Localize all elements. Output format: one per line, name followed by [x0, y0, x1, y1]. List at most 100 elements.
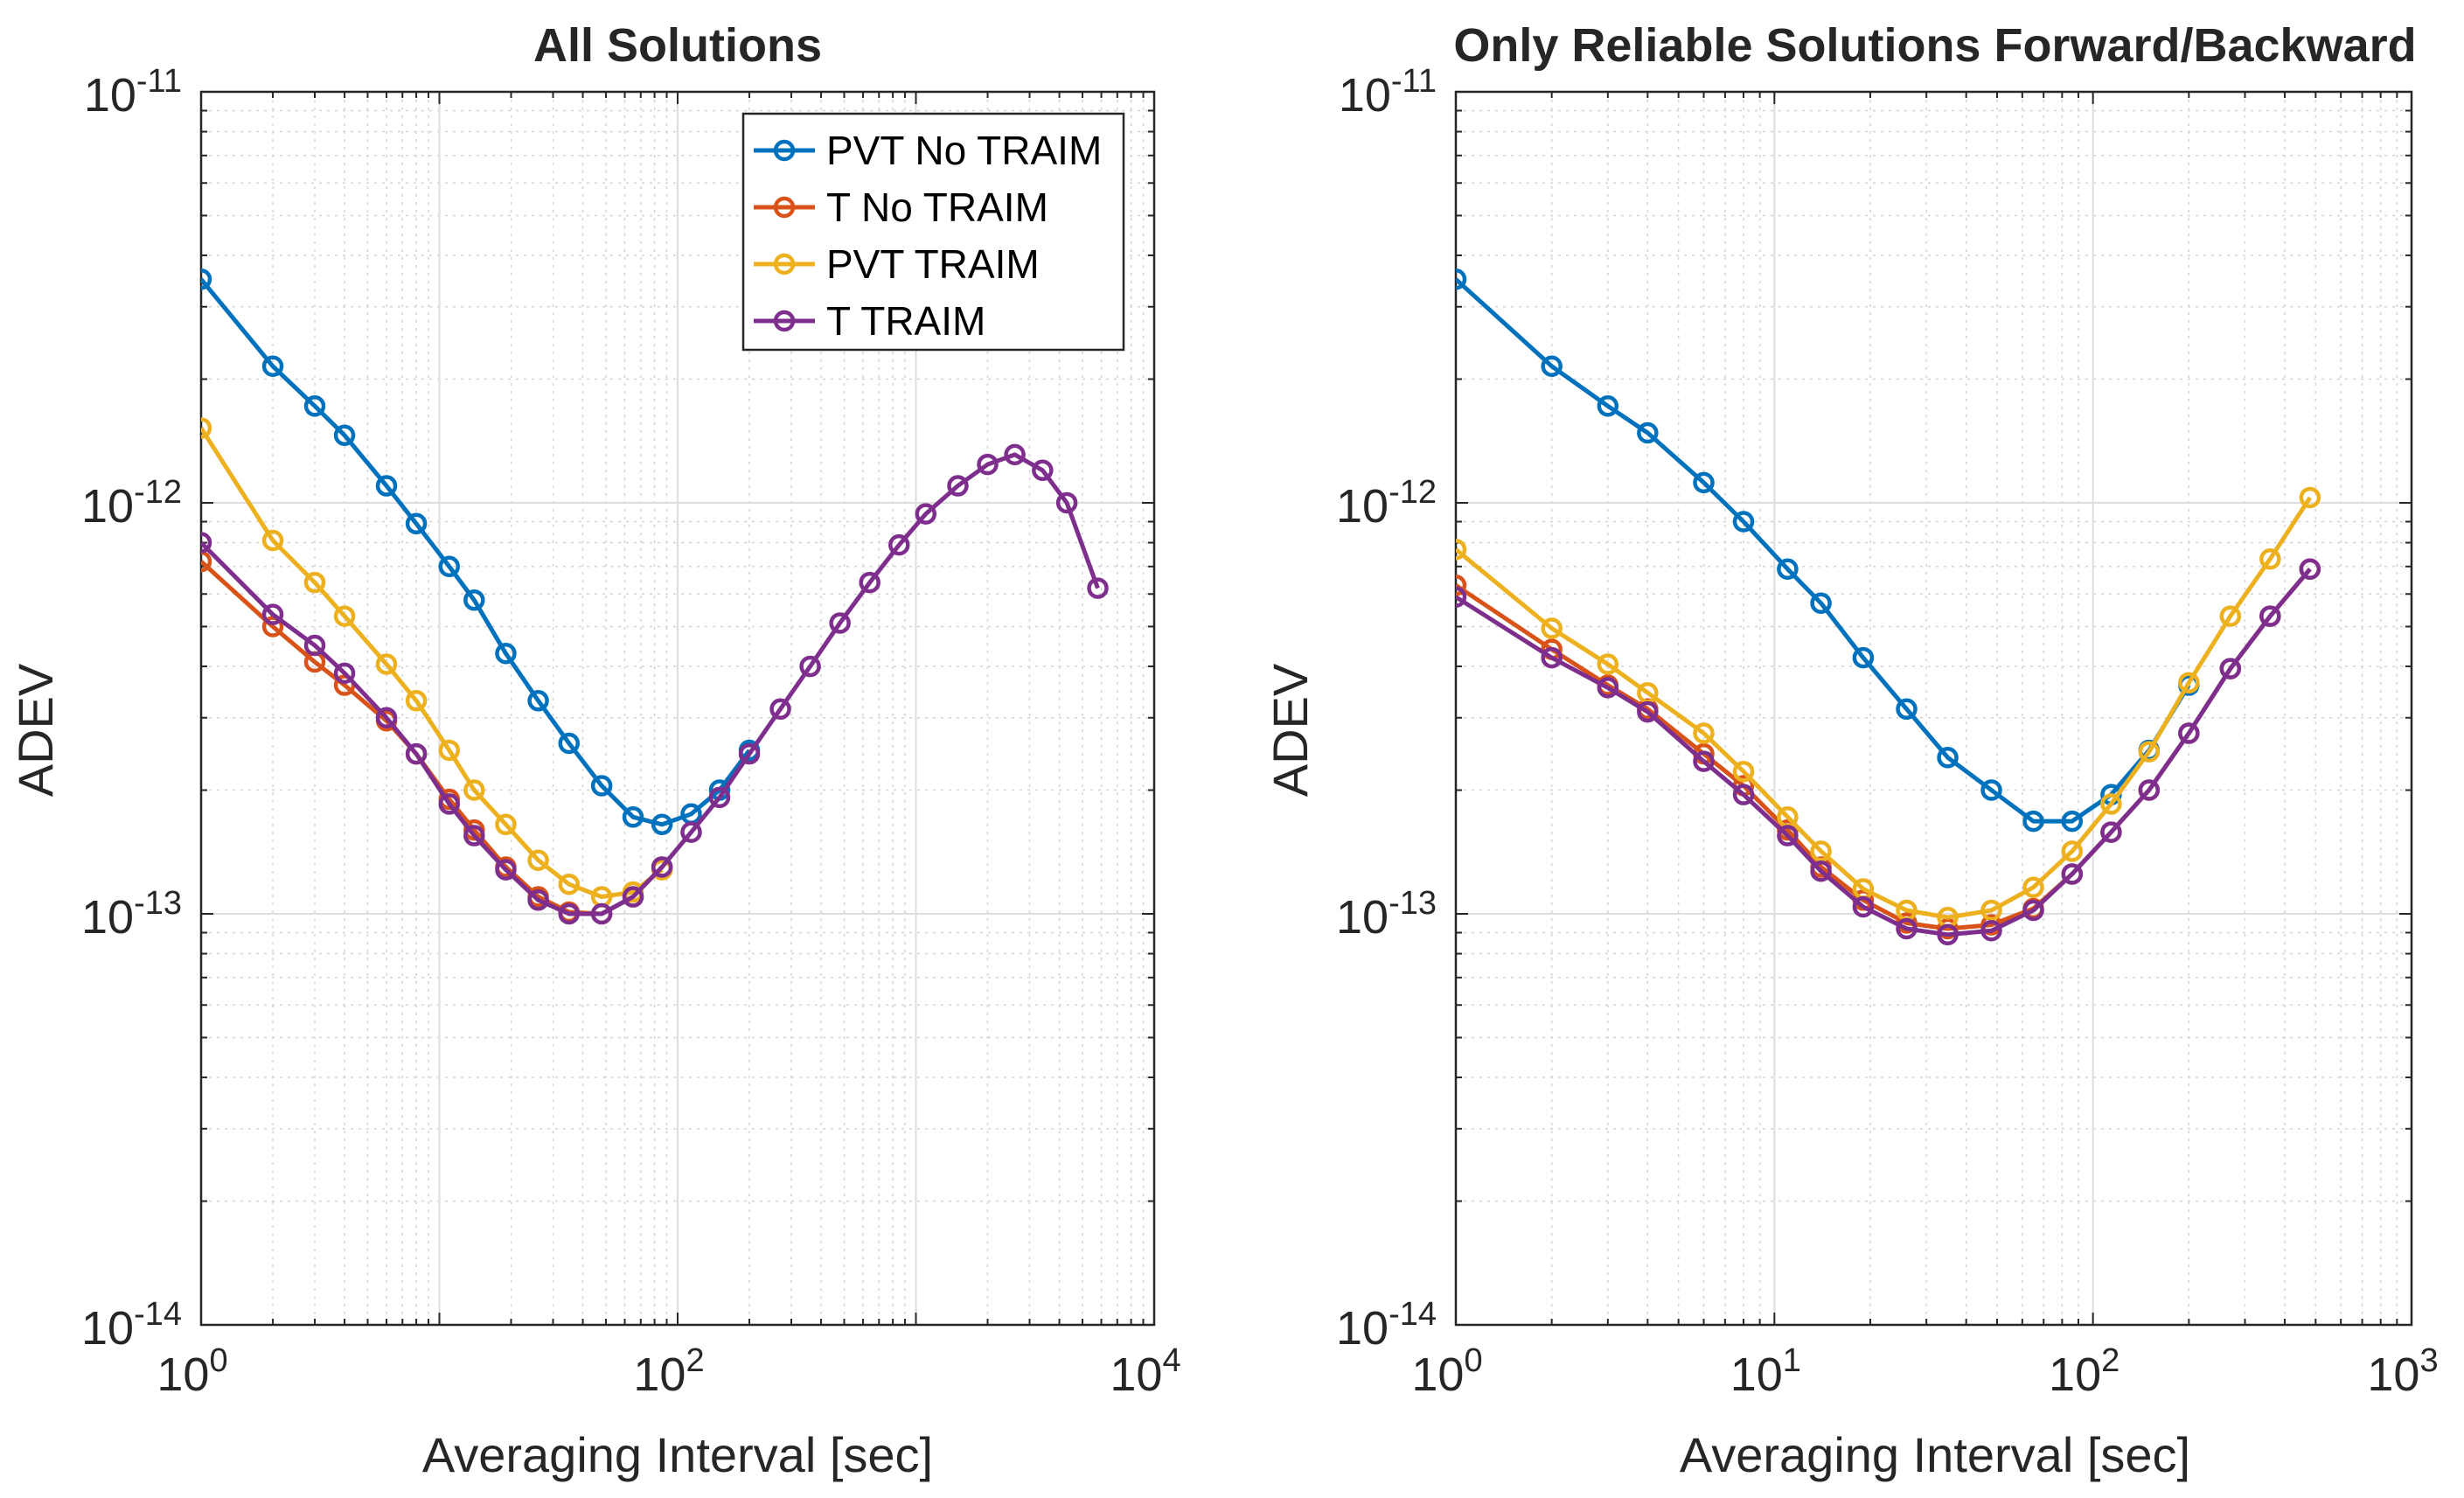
data-point — [2178, 672, 2200, 693]
tick-exponent: -14 — [1389, 1296, 1437, 1333]
legend-label: PVT No TRAIM — [826, 128, 1102, 173]
data-point — [201, 417, 212, 439]
data-point — [333, 424, 356, 447]
data-point — [1597, 653, 1619, 675]
tick-base: 10 — [1336, 1302, 1389, 1355]
tick-base: 10 — [633, 1348, 686, 1401]
data-point — [527, 690, 549, 712]
y-tick-label: 10-13 — [1336, 885, 1437, 944]
x-tick-label: 101 — [1730, 1342, 1801, 1401]
legend-marker — [773, 310, 796, 332]
data-point — [2061, 863, 2084, 885]
data-point — [2022, 899, 2044, 922]
tick-base: 10 — [2367, 1348, 2419, 1401]
data-point — [708, 786, 731, 809]
data-point — [977, 453, 999, 476]
y-tick-label: 10-14 — [1336, 1296, 1437, 1355]
data-point — [1980, 899, 2002, 922]
x-tick-label: 104 — [1110, 1342, 1180, 1401]
y-tick-label: 10-12 — [81, 474, 182, 533]
data-point — [1810, 860, 1832, 882]
legend-marker — [773, 196, 796, 219]
data-point — [590, 902, 613, 925]
data-point — [2100, 821, 2122, 843]
data-point — [2022, 810, 2044, 833]
data-point — [463, 779, 485, 801]
data-point — [2138, 779, 2161, 801]
data-point — [1810, 840, 1832, 862]
data-point — [799, 655, 821, 678]
data-point — [558, 873, 581, 895]
data-point — [1810, 592, 1832, 614]
tick-exponent: -11 — [1391, 63, 1437, 100]
data-point — [375, 707, 398, 729]
data-point — [1777, 825, 1799, 847]
data-point — [2219, 658, 2242, 679]
x-tick-label: 103 — [2367, 1342, 2438, 1401]
data-point — [651, 856, 673, 878]
data-point — [738, 742, 761, 765]
data-point — [1980, 920, 2002, 942]
tick-exponent: 0 — [209, 1342, 227, 1379]
y-tick-label: 10-13 — [81, 885, 182, 944]
data-point — [1693, 750, 1715, 772]
x-tick-label: 100 — [157, 1342, 227, 1401]
data-point — [2259, 605, 2281, 627]
tick-base: 10 — [1336, 480, 1389, 533]
x-axis-label: Averaging Interval [sec] — [422, 1427, 933, 1482]
data-point — [261, 616, 284, 638]
y-tick-label: 10-12 — [1336, 474, 1437, 533]
data-point — [1852, 646, 1875, 669]
data-point — [495, 813, 517, 836]
data-point — [463, 589, 485, 611]
data-point — [2100, 793, 2122, 815]
data-point — [1597, 395, 1619, 417]
data-point — [2299, 486, 2321, 509]
data-point — [2178, 722, 2200, 744]
x-tick-label: 102 — [633, 1342, 704, 1401]
data-point — [2138, 741, 2161, 763]
tick-base: 10 — [1730, 1348, 1783, 1401]
x-tick-label: 100 — [1411, 1342, 1482, 1401]
data-point — [1456, 586, 1467, 608]
legend-box — [741, 112, 1125, 352]
data-point — [1732, 784, 1755, 805]
data-point — [1032, 459, 1054, 482]
series-line-pvt-no-traim — [1456, 277, 2191, 824]
tick-base: 10 — [1110, 1348, 1162, 1401]
data-point — [495, 859, 517, 881]
y-tick-label: 10-11 — [84, 63, 182, 122]
x-tick-label: 102 — [2049, 1342, 2119, 1401]
tick-base: 10 — [157, 1348, 209, 1401]
data-point — [769, 698, 791, 721]
y-tick-label: 10-11 — [1339, 63, 1437, 122]
data-point — [1004, 443, 1026, 466]
series-group — [201, 268, 1109, 925]
y-axis-label: ADEV — [1263, 663, 1318, 797]
data-point — [303, 571, 326, 594]
data-point — [1732, 760, 1755, 783]
data-point — [1777, 558, 1799, 580]
axes-box — [1454, 90, 2413, 1327]
tick-base: 10 — [81, 891, 134, 944]
data-point — [1637, 422, 1659, 444]
data-point — [651, 813, 673, 836]
data-point — [1980, 779, 2002, 801]
data-point — [558, 732, 581, 755]
legend-marker — [773, 139, 796, 162]
data-point — [2022, 876, 2044, 898]
data-point — [2061, 810, 2084, 833]
data-point — [261, 355, 284, 378]
data-point — [463, 825, 485, 847]
data-point — [1693, 471, 1715, 494]
series-line-pvt-traim — [1456, 496, 2312, 920]
data-point — [2219, 605, 2242, 627]
data-point — [1852, 895, 1875, 918]
legend-label: PVT TRAIM — [826, 241, 1040, 287]
tick-marks — [200, 92, 1154, 1326]
data-point — [947, 475, 969, 497]
data-point — [405, 690, 428, 712]
tick-exponent: -11 — [136, 63, 182, 100]
series-line-pvt-traim — [201, 427, 664, 899]
